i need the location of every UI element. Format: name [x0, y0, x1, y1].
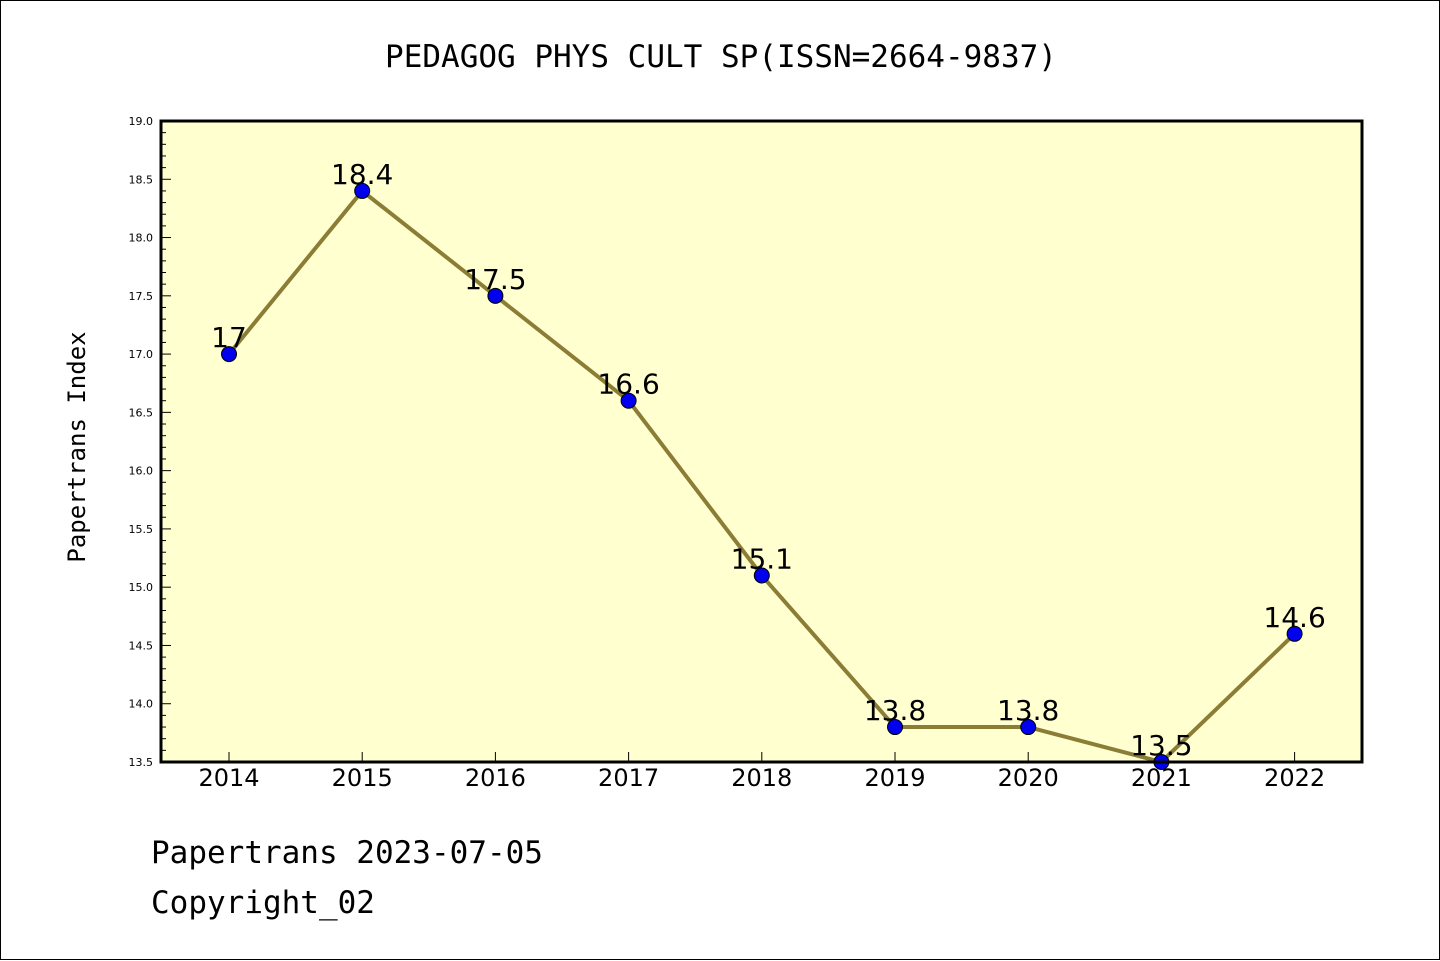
y-tick-label: 17.5 [129, 290, 154, 303]
data-point [753, 567, 770, 584]
y-tick-label: 15.0 [129, 581, 154, 594]
x-tick-label: 2018 [731, 764, 792, 792]
data-label: 13.8 [864, 694, 926, 727]
data-label: 15.1 [731, 543, 793, 576]
y-tick-label: 14.5 [129, 639, 154, 652]
data-label: 14.6 [1263, 601, 1325, 634]
chart-title: PEDAGOG PHYS CULT SP(ISSN=2664-9837) [385, 39, 1057, 75]
data-label: 17.5 [464, 263, 526, 296]
data-point [887, 719, 903, 736]
x-tick-label: 2022 [1264, 764, 1325, 792]
y-tick-label: 17.0 [129, 348, 154, 361]
x-tick-label: 2016 [465, 764, 526, 792]
x-tick-label: 2020 [998, 764, 1059, 792]
data-label: 17 [211, 321, 247, 354]
y-axis-label: Papertrans Index [63, 331, 91, 562]
data-point [354, 182, 371, 199]
x-tick-label: 2015 [332, 764, 393, 792]
data-point [1020, 719, 1037, 736]
data-point [221, 346, 237, 363]
data-point [620, 392, 637, 409]
data-label: 18.4 [331, 158, 393, 191]
data-label: 16.6 [597, 368, 659, 401]
y-tick-label: 18.5 [129, 173, 154, 186]
data-point [1286, 625, 1303, 642]
y-tick-label: 13.5 [129, 756, 154, 769]
x-tick-label: 2017 [598, 764, 659, 792]
plot-area [161, 121, 1362, 762]
series-index: 17 18.4 17.5 16.6 15.1 13.8 13.8 13.5 14.6 [211, 158, 1326, 770]
y-tick-label: 14.0 [129, 698, 154, 711]
data-point [487, 287, 504, 304]
footer-date-line: Papertrans 2023-07-05 [151, 835, 543, 871]
y-tick-label: 16.5 [129, 406, 154, 419]
x-axis-ticks: 2014 2015 2016 2017 2018 2019 2020 2021 2022 [198, 752, 1325, 792]
footer-copyright-line: Copyright_02 [151, 885, 375, 921]
y-tick-label: 15.5 [129, 523, 154, 536]
data-label: 13.5 [1130, 729, 1192, 762]
y-axis-ticks: 13.5 14.0 14.5 15.0 15.5 16.0 16.5 17.0 17.5 18.0… [129, 115, 171, 769]
y-tick-label: 19.0 [129, 115, 154, 128]
x-tick-label: 2014 [198, 764, 259, 792]
x-tick-label: 2019 [864, 764, 925, 792]
y-tick-label: 18.0 [129, 232, 154, 245]
y-tick-label: 16.0 [129, 465, 154, 478]
data-label: 13.8 [997, 694, 1059, 727]
plot-border [159, 119, 1364, 764]
